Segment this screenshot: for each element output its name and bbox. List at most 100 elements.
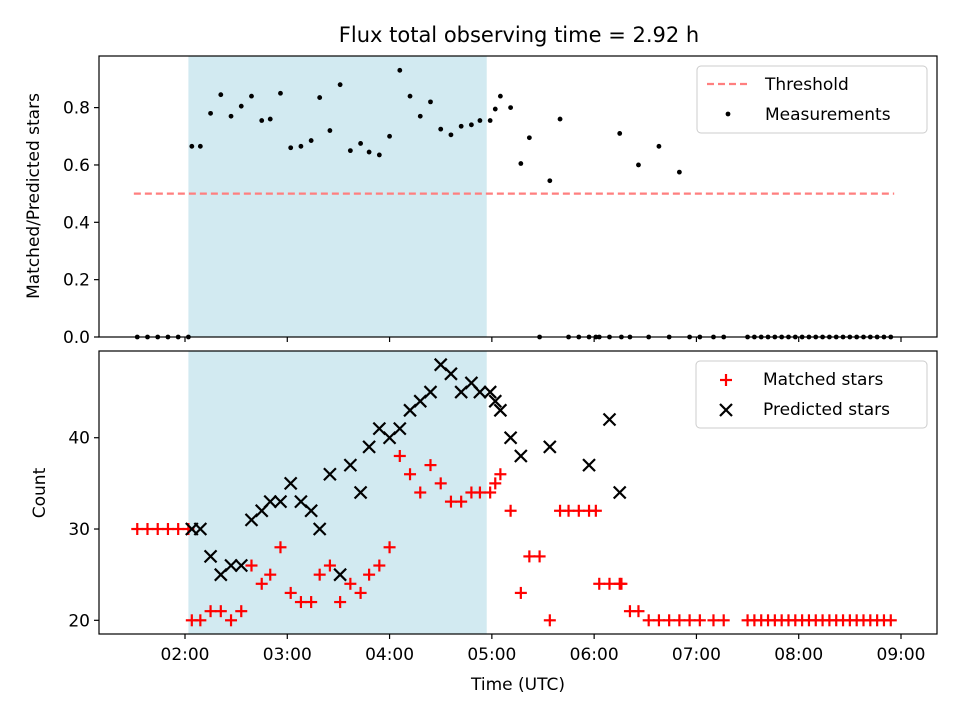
matched-star-point — [225, 614, 238, 627]
count-plot-frame — [98, 350, 938, 635]
predicted-star-point — [263, 494, 278, 509]
count-panel: 20 30 40 02:00 03:00 04:00 05:00 06:00 07:00 08:… — [30, 350, 938, 695]
predicted-star-point — [602, 412, 617, 427]
measurement-point — [376, 152, 382, 158]
matched-star-point — [424, 459, 437, 472]
x-tick-label: 08:00 — [774, 645, 823, 665]
measurement-point — [526, 135, 532, 141]
x-tick-label: 09:00 — [877, 645, 926, 665]
matched-star-point — [172, 523, 185, 536]
matched-star-point — [484, 486, 497, 499]
matched-star-point — [334, 596, 347, 609]
predicted-star-point — [543, 440, 557, 454]
predicted-star-point — [393, 421, 407, 436]
matched-star-point — [323, 559, 336, 572]
measurement-point — [327, 128, 333, 133]
matched-star-point — [204, 605, 217, 618]
measurement-point — [267, 116, 273, 122]
measurement-point — [228, 113, 234, 119]
measurement-point — [288, 145, 294, 151]
measurement-point — [458, 123, 464, 129]
matched-star-point — [593, 577, 606, 590]
measurement-point — [617, 131, 623, 136]
count-y-tick-label: 30 — [68, 520, 90, 540]
predicted-star-point — [514, 449, 528, 463]
measurement-point — [508, 105, 514, 111]
matched-star-point — [717, 614, 730, 627]
measurement-point — [308, 138, 314, 143]
matched-star-point — [673, 614, 686, 627]
ratio-y-tick-label: 0.6 — [63, 156, 90, 176]
observing-window-span-bottom — [188, 351, 487, 634]
predicted-star-point — [353, 485, 368, 500]
matched-star-point — [235, 605, 248, 618]
ratio-y-tick-label: 0.4 — [63, 213, 90, 233]
x-tick-label: 02:00 — [161, 645, 210, 665]
measurement-point — [347, 148, 353, 154]
x-axis-label: Time (UTC) — [470, 675, 565, 695]
measurement-point — [676, 169, 682, 175]
ratio-legend: Threshold Measurements — [696, 65, 928, 134]
x-tick-label: 04:00 — [365, 645, 414, 665]
matched-star-point — [404, 468, 417, 481]
measurement-point — [317, 95, 323, 100]
matched-star-point — [245, 559, 258, 572]
chart-title: Flux total observing time = 2.92 h — [339, 23, 699, 47]
matched-star-point — [313, 568, 326, 581]
matched-star-point — [284, 586, 297, 599]
matched-star-point — [603, 577, 616, 590]
predicted-star-point — [423, 385, 438, 399]
measurement-point — [477, 118, 483, 123]
measurement-point — [298, 143, 304, 149]
ratio-y-tick-label: 0.0 — [63, 328, 90, 348]
measurement-point — [397, 67, 403, 73]
measurements-legend-label: Measurements — [765, 105, 891, 125]
matched-star-point — [214, 605, 227, 618]
matched-star-point — [523, 550, 536, 563]
matched-legend-swatch — [720, 374, 732, 386]
measurement-point — [366, 149, 372, 155]
matched-star-point — [344, 577, 357, 590]
matched-star-point — [514, 586, 527, 599]
matched-star-point — [615, 577, 628, 590]
ratio-y-tick-label: 0.8 — [63, 99, 90, 119]
predicted-star-point — [362, 440, 376, 454]
matched-star-point — [354, 586, 367, 599]
matched-star-point — [663, 614, 676, 627]
matched-star-point — [274, 541, 287, 554]
predicted-star-point — [273, 494, 288, 509]
matched-star-point — [589, 504, 602, 517]
measurement-point — [259, 118, 265, 123]
measurement-point — [497, 93, 503, 99]
measurement-point — [547, 178, 553, 184]
predicted-star-point — [473, 385, 487, 399]
measurement-point — [387, 133, 392, 139]
predicted-legend-swatch — [719, 403, 733, 417]
count-y-tick-label: 40 — [68, 429, 90, 449]
measurement-point — [492, 106, 498, 112]
ratio-y-tick-label: 0.2 — [63, 271, 90, 291]
matched-star-point — [151, 523, 164, 536]
matched-star-point — [305, 596, 318, 609]
matched-star-point — [255, 577, 268, 590]
matched-star-point — [294, 596, 307, 609]
predicted-star-point — [203, 549, 218, 564]
matched-star-point — [533, 550, 546, 563]
matched-star-point — [504, 504, 517, 517]
predicted-star-point — [333, 567, 347, 582]
predicted-star-point — [488, 394, 503, 408]
predicted-star-point — [503, 430, 518, 445]
x-tick-label: 07:00 — [672, 645, 721, 665]
measurement-point — [636, 162, 641, 168]
predicted-star-point — [283, 476, 298, 491]
matched-star-point — [707, 614, 720, 627]
matched-star-point — [562, 504, 575, 517]
matched-star-point — [373, 559, 386, 572]
predicted-star-point — [612, 485, 627, 500]
matched-star-point — [652, 614, 665, 627]
predicted-star-point — [312, 522, 327, 536]
matched-star-point — [194, 614, 207, 627]
matched-legend-label: Matched stars — [763, 370, 883, 390]
matched-star-point — [141, 523, 154, 536]
